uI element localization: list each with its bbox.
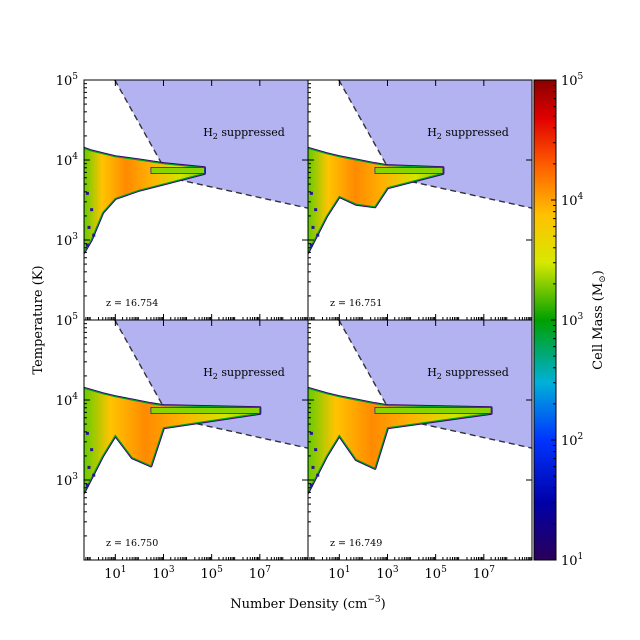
y-tick-label: 105 bbox=[56, 312, 79, 329]
x-tick-label: 105 bbox=[201, 565, 224, 582]
dense-gas-tail bbox=[150, 407, 261, 414]
x-tick-label: 107 bbox=[473, 565, 496, 582]
scatter-pixel bbox=[309, 431, 313, 435]
scatter-pixel bbox=[85, 191, 89, 195]
panel-frame bbox=[307, 319, 533, 561]
axis-labels: Number Density (cm−3) Temperature (K) bbox=[31, 265, 386, 612]
scatter-pixel bbox=[316, 473, 320, 477]
x-tick-label: 103 bbox=[152, 565, 175, 582]
colorbar-tick-label: 103 bbox=[561, 312, 584, 329]
scatter-pixel bbox=[309, 191, 313, 195]
h2-suppressed-label: H2 suppressed bbox=[427, 366, 509, 381]
y-tick-label: 104 bbox=[56, 392, 79, 409]
x-tick-label: 107 bbox=[249, 565, 272, 582]
scatter-pixel bbox=[87, 465, 91, 469]
scatter-pixel bbox=[92, 473, 96, 477]
h2-suppressed-region bbox=[338, 320, 532, 449]
h2-suppressed-label: H2 suppressed bbox=[203, 366, 285, 381]
scatter-pixel bbox=[87, 225, 91, 229]
x-tick-label: 101 bbox=[328, 565, 350, 582]
colorbar-tick-label: 101 bbox=[561, 552, 583, 569]
h2-suppressed-region bbox=[114, 320, 308, 449]
scatter-pixel bbox=[90, 448, 94, 452]
dense-gas-tail bbox=[374, 407, 492, 414]
scatter-pixel bbox=[309, 243, 313, 247]
scatter-pixel bbox=[85, 431, 89, 435]
h2-suppressed-label: H2 suppressed bbox=[203, 126, 285, 141]
redshift-label: z = 16.754 bbox=[106, 298, 158, 309]
scatter-pixel bbox=[309, 483, 313, 487]
x-axis-label: Number Density (cm−3) bbox=[230, 595, 386, 612]
scatter-pixel bbox=[311, 225, 315, 229]
redshift-label: z = 16.751 bbox=[330, 298, 382, 309]
scatter-pixel bbox=[85, 243, 89, 247]
x-tick-label: 105 bbox=[425, 565, 448, 582]
scatter-pixel bbox=[314, 208, 318, 212]
colorbar-tick-label: 104 bbox=[561, 192, 584, 209]
colorbar-tick-label: 102 bbox=[561, 432, 583, 449]
y-tick-label: 103 bbox=[56, 232, 79, 249]
scatter-pixel bbox=[85, 483, 89, 487]
scatter-pixel bbox=[314, 448, 318, 452]
panel-bottom-left: H2 suppressed z = 16.750 103 104 105 101 103 10… bbox=[56, 312, 309, 582]
panel-top-left: H2 suppressed z = 16.754 103 104 105 bbox=[56, 72, 309, 321]
y-tick-label: 104 bbox=[56, 152, 79, 169]
colorbar-tick-label: 105 bbox=[561, 72, 584, 89]
panel-top-right: H2 suppressed z = 16.751 bbox=[307, 79, 533, 321]
h2-suppressed-region bbox=[338, 80, 532, 209]
y-tick-label: 103 bbox=[56, 472, 79, 489]
dense-gas-tail bbox=[150, 167, 205, 174]
scatter-pixel bbox=[90, 208, 94, 212]
colorbar: 101 102 103 104 105 Cell Mass (M⊙) bbox=[533, 72, 608, 569]
scatter-pixel bbox=[316, 233, 320, 237]
y-axis-label: Temperature (K) bbox=[31, 265, 46, 374]
scatter-pixel bbox=[92, 233, 96, 237]
panel-bottom-right: H2 suppressed z = 16.749 101 103 105 107 bbox=[307, 319, 533, 582]
colorbar-label: Cell Mass (M⊙) bbox=[591, 270, 608, 370]
dense-gas-tail bbox=[374, 167, 444, 174]
redshift-label: z = 16.749 bbox=[330, 538, 382, 549]
h2-suppressed-label: H2 suppressed bbox=[427, 126, 509, 141]
redshift-label: z = 16.750 bbox=[106, 538, 158, 549]
x-tick-label: 103 bbox=[376, 565, 399, 582]
y-tick-label: 105 bbox=[56, 72, 79, 89]
h2-suppressed-region bbox=[114, 80, 308, 209]
x-tick-label: 101 bbox=[104, 565, 126, 582]
scatter-pixel bbox=[311, 465, 315, 469]
